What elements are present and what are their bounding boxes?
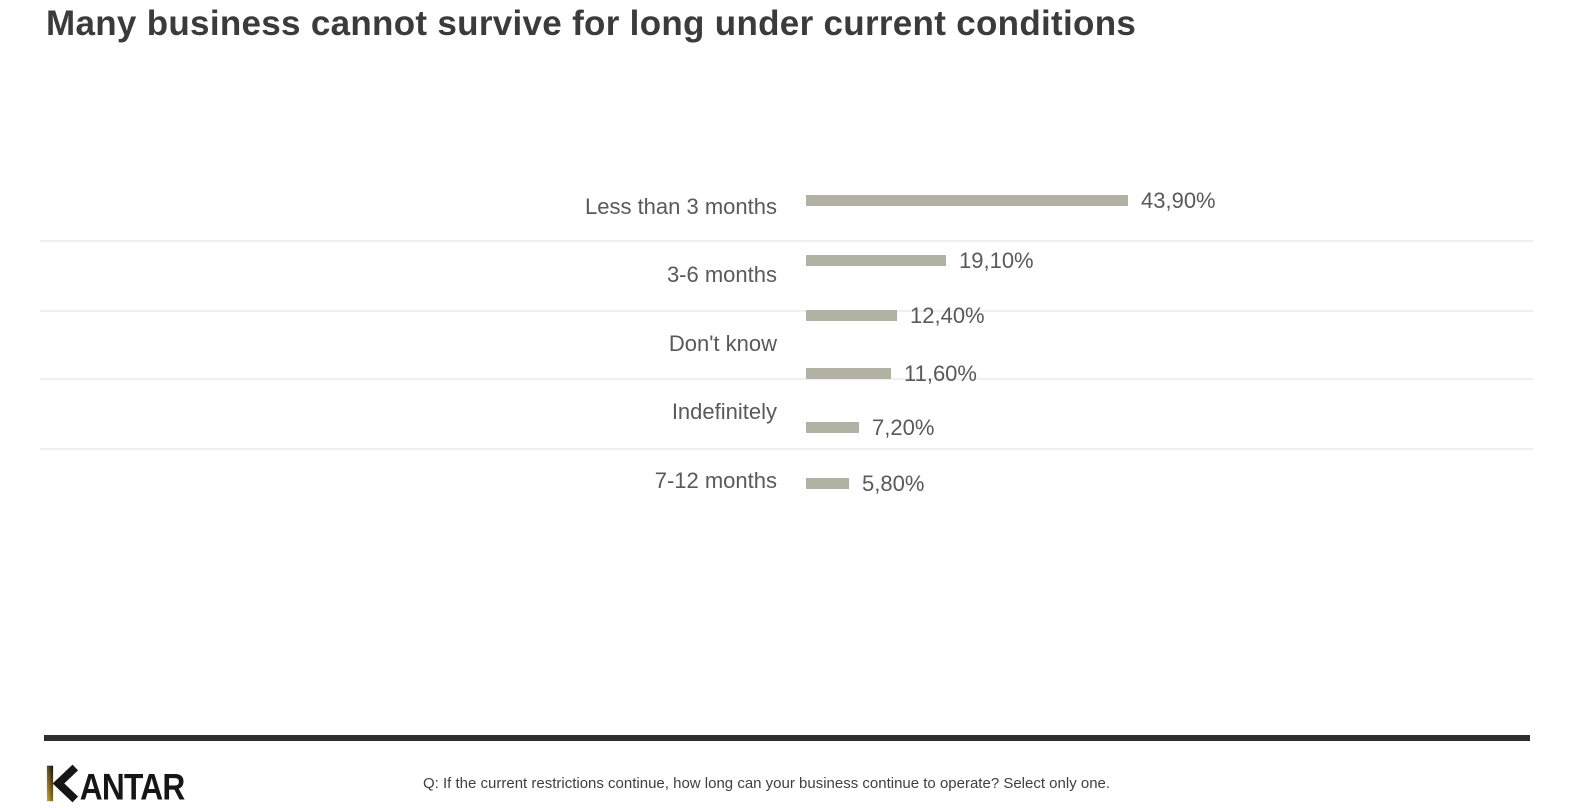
survey-question: Q: If the current restrictions continue,… — [423, 775, 1111, 792]
bar — [806, 478, 849, 489]
logo-antar-text: ANTAR — [80, 765, 186, 803]
kantar-logo-graphic: ANTAR — [46, 764, 186, 807]
gridline — [40, 378, 1533, 380]
bar — [806, 195, 1128, 206]
category-label: 3-6 months — [666, 262, 777, 287]
value-label: 7,20% — [872, 414, 935, 440]
bar — [806, 422, 859, 433]
logo-k-diagonals — [52, 764, 79, 803]
category-label: Indefinitely — [671, 399, 777, 424]
category-label: 7-12 months — [654, 468, 777, 493]
value-label: 12,40% — [910, 302, 985, 328]
footer-divider — [44, 735, 1530, 741]
bar — [806, 255, 946, 266]
gridline — [40, 448, 1533, 450]
value-label: 43,90% — [1141, 187, 1216, 213]
bar-chart: Less than 3 months 3-6 months Don't know In… — [40, 187, 1533, 496]
bar — [806, 310, 897, 321]
gridline — [40, 310, 1533, 312]
value-label: 11,60% — [904, 360, 977, 386]
value-label: 19,10% — [959, 247, 1034, 273]
category-label: Less than 3 months — [584, 194, 777, 219]
page-title: Many business cannot survive for long un… — [46, 4, 1137, 43]
gridline — [40, 240, 1533, 242]
kantar-logo: ANTAR — [46, 763, 188, 807]
logo-k-stem — [46, 765, 54, 802]
category-label: Don't know — [668, 331, 777, 356]
bar — [806, 368, 891, 379]
value-label: 5,80% — [862, 470, 925, 496]
